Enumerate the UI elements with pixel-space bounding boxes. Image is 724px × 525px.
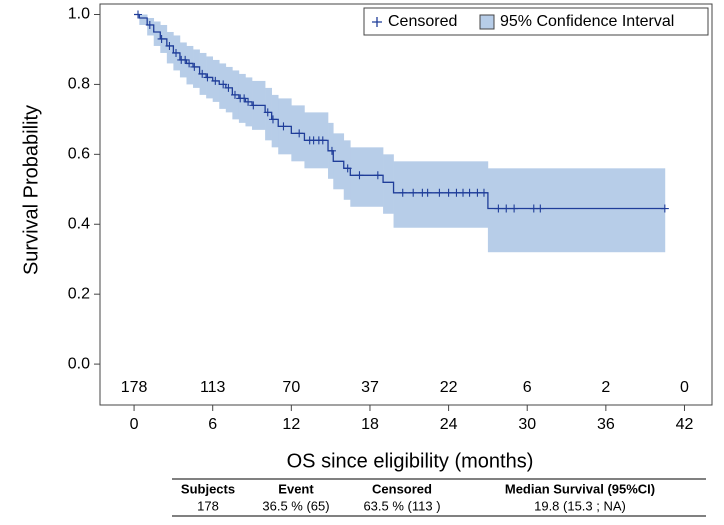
x-tick-label: 30: [518, 416, 536, 433]
legend-label: 95% Confidence Interval: [500, 13, 674, 30]
legend-band-swatch: [480, 15, 494, 29]
x-tick-label: 6: [208, 416, 217, 433]
table-header: Censored: [372, 481, 432, 496]
at-risk-count: 6: [523, 379, 532, 396]
at-risk-count: 70: [282, 379, 300, 396]
at-risk-count: 178: [121, 379, 148, 396]
summary-table: Subjects Event Censored Median Survival …: [172, 479, 706, 516]
at-risk-count: 22: [440, 379, 458, 396]
ci-band: [394, 161, 489, 227]
ci-band: [167, 32, 174, 63]
at-risk-count: 113: [200, 379, 226, 396]
table-header: Subjects: [181, 481, 235, 496]
ci-band: [265, 88, 272, 140]
ci-band: [154, 21, 161, 45]
x-tick-label: 24: [440, 416, 458, 433]
ci-band: [139, 14, 147, 24]
table-cell: 36.5 % (65): [262, 498, 329, 513]
ci-band: [383, 154, 394, 213]
plot-area: [134, 10, 669, 252]
x-tick-label: 36: [597, 416, 615, 433]
x-tick-label: 18: [361, 416, 379, 433]
y-tick-label: 1.0: [68, 6, 90, 23]
y-tick-label: 0.0: [68, 355, 90, 372]
y-tick-label: 0.2: [68, 285, 90, 302]
x-tick-label: 42: [676, 416, 694, 433]
ci-band: [226, 67, 233, 112]
table-header: Median Survival (95%CI): [505, 481, 655, 496]
x-tick-label: 12: [282, 416, 300, 433]
x-tick-label: 0: [130, 416, 139, 433]
y-axis-label: Survival Probability: [20, 105, 42, 275]
y-tick-label: 0.4: [68, 215, 90, 232]
table-cell: 63.5 % (113 ): [363, 498, 440, 513]
x-axis-label: OS since eligibility (months): [287, 450, 534, 472]
table-header: Event: [278, 481, 314, 496]
at-risk-count: 2: [601, 379, 610, 396]
ci-band: [350, 147, 383, 206]
legend-label: Censored: [388, 13, 457, 30]
table-cell: 178: [197, 498, 219, 513]
ci-band: [186, 46, 193, 84]
at-risk-count: 37: [361, 379, 379, 396]
y-tick-label: 0.6: [68, 146, 90, 163]
at-risk-count: 0: [680, 379, 689, 396]
table-cell: 19.8 (15.3 ; NA): [534, 498, 626, 513]
ci-band: [147, 18, 154, 35]
y-tick-label: 0.8: [68, 76, 90, 93]
legend: Censored 95% Confidence Interval: [364, 8, 708, 35]
